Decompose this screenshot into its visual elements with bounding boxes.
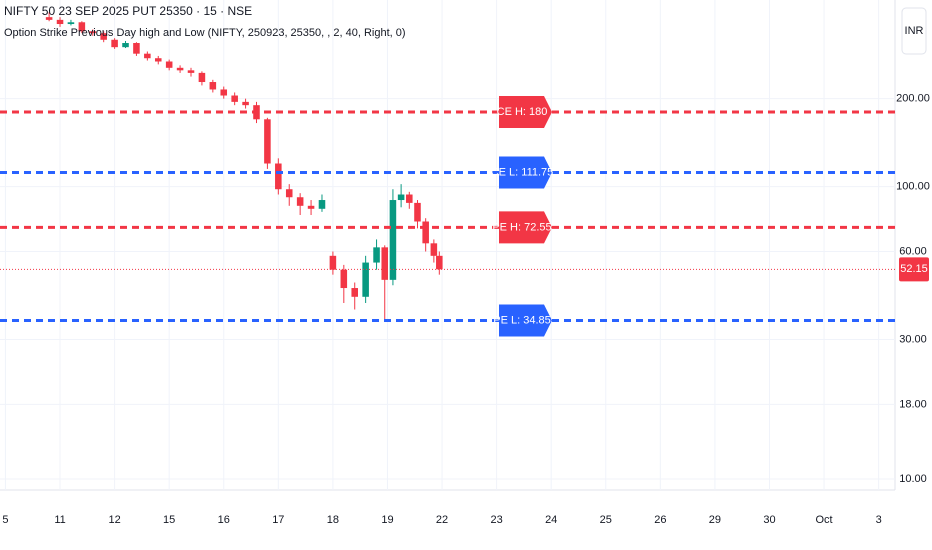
indicator-title: Option Strike Previous Day high and Low …: [4, 27, 406, 39]
x-tick-label: 11: [54, 514, 65, 526]
candle-body: [220, 89, 228, 96]
y-tick-label: 200.00: [896, 93, 930, 105]
plot: CE H: 180 CE L: 111.75 PE H: 72.55 PE L: 34…: [0, 12, 895, 337]
level-tag: [499, 96, 552, 129]
candle-body: [414, 202, 421, 222]
currency[interactable]: INR: [905, 25, 924, 37]
level-tag: [499, 211, 552, 244]
x-tick-label: 18: [327, 514, 339, 526]
candle-body: [264, 119, 271, 164]
candle-body: [242, 101, 249, 106]
candle-body: [373, 247, 380, 263]
x-tick-label: 19: [381, 514, 393, 526]
candle-body: [209, 82, 217, 90]
candle-body: [154, 58, 162, 62]
candle-body: [389, 200, 397, 280]
candle-body: [111, 39, 118, 48]
candle-body: [436, 255, 443, 270]
currency-box[interactable]: [901, 7, 927, 55]
candle-body: [144, 53, 151, 59]
candle-body: [296, 197, 304, 206]
candle-body: [329, 255, 337, 270]
chart-title: NIFTY 50 23 SEP 2025 PUT 25350 · 15 · NS…: [4, 4, 252, 18]
candle-body: [381, 247, 389, 280]
y-tick-label: 100.00: [896, 181, 930, 193]
x-tick-label: 25: [600, 514, 612, 526]
candle-body: [67, 22, 75, 25]
candle-body: [422, 221, 429, 244]
candle-body: [362, 262, 369, 297]
grid: [0, 0, 895, 490]
candle-body: [78, 22, 86, 32]
level-label: PE H: 72.55: [492, 221, 551, 233]
candle-body: [187, 70, 195, 73]
candle-body: [198, 72, 206, 83]
candle-body: [176, 67, 184, 71]
x-tick-label: 17: [272, 514, 284, 526]
x-tick-label: 16: [218, 514, 230, 526]
x-tick-label: 30: [763, 514, 775, 526]
candle-body: [122, 43, 129, 48]
x-tick-label: 26: [654, 514, 666, 526]
candle-body: [56, 19, 64, 25]
candle-body: [89, 31, 97, 34]
y-tick-label: 10.00: [899, 473, 927, 485]
x-tick-label: 12: [108, 514, 120, 526]
candle-body: [397, 194, 405, 201]
y-tick-label: 18.00: [899, 398, 927, 410]
candle-body: [406, 194, 413, 203]
candle-body: [45, 17, 53, 20]
candle-body: [340, 269, 348, 289]
level-label: CE L: 111.75: [491, 166, 554, 178]
last-price-label: 52.15: [900, 263, 928, 275]
x-tick-label: 23: [490, 514, 502, 526]
level-tag: [499, 304, 552, 337]
candle-body: [351, 288, 358, 297]
x-tick-label: 5: [2, 514, 8, 526]
x-tick-label: 3: [876, 514, 882, 526]
x-tick-label: Oct: [815, 514, 832, 526]
candle-body: [165, 61, 173, 68]
candle-body: [100, 33, 107, 40]
level-label: CE H: 180: [497, 106, 548, 118]
candle-body: [275, 163, 282, 190]
candle-body: [318, 200, 326, 209]
x-tick-label: 24: [545, 514, 557, 526]
y-tick-label: 60.00: [899, 245, 927, 257]
last-price-tag: [899, 257, 929, 282]
x-tick-label: 29: [709, 514, 721, 526]
candle-body: [231, 95, 238, 102]
level-label: PE L: 34.85: [493, 314, 551, 326]
x-tick-label: 22: [436, 514, 448, 526]
candle-body: [307, 205, 315, 209]
candle-body: [285, 189, 293, 198]
x-tick-label: 15: [163, 514, 175, 526]
candle-body: [430, 243, 438, 256]
candle-body: [133, 43, 140, 54]
y-tick-label: 30.00: [899, 333, 927, 345]
level-tag: [499, 156, 552, 189]
